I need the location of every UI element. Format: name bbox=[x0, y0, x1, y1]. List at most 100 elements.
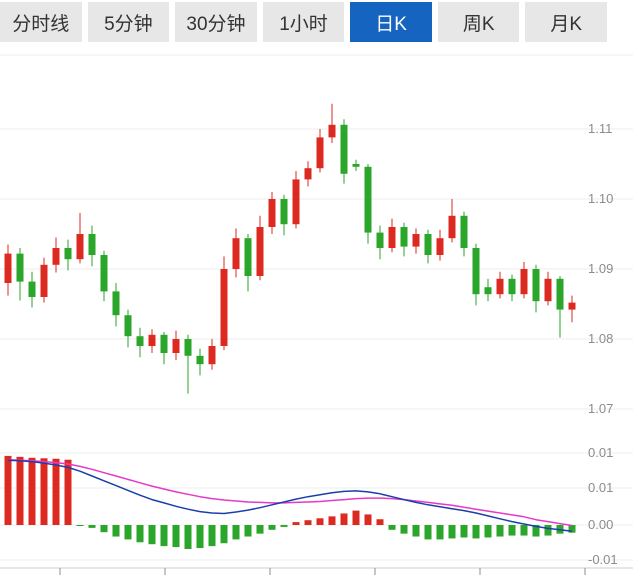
macd-hist-bar bbox=[160, 525, 168, 547]
macd-hist-bar bbox=[16, 456, 24, 525]
candle-body bbox=[16, 253, 24, 282]
candle-body bbox=[244, 238, 252, 276]
candle-body bbox=[556, 278, 564, 310]
macd-hist-bar bbox=[220, 525, 228, 544]
macd-hist-bar bbox=[532, 525, 540, 537]
price-tick-label: 1.07 bbox=[588, 401, 613, 416]
macd-hist-bar bbox=[76, 525, 84, 526]
macd-hist-bar bbox=[364, 514, 372, 525]
candle-body bbox=[208, 346, 216, 365]
macd-hist-bar bbox=[232, 525, 240, 540]
candle-body bbox=[304, 168, 312, 180]
candle-body bbox=[364, 166, 372, 233]
candle-body bbox=[352, 164, 360, 167]
tab-weekly-k[interactable]: 周K bbox=[437, 2, 520, 42]
candle-body bbox=[172, 339, 180, 353]
candle-body bbox=[148, 334, 156, 346]
macd-hist-bar bbox=[424, 525, 432, 540]
candle-body bbox=[484, 287, 492, 295]
macd-hist-bar bbox=[256, 525, 264, 534]
candle-body bbox=[328, 124, 336, 138]
candle-body bbox=[136, 336, 144, 346]
tab-1hour[interactable]: 1小时 bbox=[262, 2, 345, 42]
price-tick-label: 1.09 bbox=[588, 261, 613, 276]
tab-30min[interactable]: 30分钟 bbox=[175, 2, 257, 42]
macd-hist-bar bbox=[568, 525, 576, 533]
candle-body bbox=[568, 302, 576, 310]
macd-hist-bar bbox=[484, 525, 492, 538]
macd-pane bbox=[4, 455, 576, 549]
candle-body bbox=[76, 234, 84, 260]
candle-body bbox=[508, 278, 516, 295]
candle-body bbox=[232, 238, 240, 269]
macd-hist-bar bbox=[52, 458, 60, 525]
macd-hist-bar bbox=[244, 525, 252, 537]
candle-body bbox=[412, 234, 420, 247]
macd-hist-bar bbox=[340, 513, 348, 525]
macd-dif-line bbox=[7, 459, 573, 532]
candle-body bbox=[124, 315, 132, 337]
price-tick-label: 1.08 bbox=[588, 331, 613, 346]
macd-tick-label: 0.01 bbox=[588, 480, 613, 495]
candle-body bbox=[256, 227, 264, 276]
gridlines bbox=[0, 54, 633, 561]
macd-hist-bar bbox=[436, 525, 444, 540]
candle-body bbox=[268, 199, 276, 227]
macd-hist-bar bbox=[520, 525, 528, 536]
macd-hist-bar bbox=[412, 525, 420, 537]
candle-body bbox=[220, 269, 228, 346]
price-tick-label: 1.11 bbox=[588, 121, 612, 136]
macd-hist-bar bbox=[268, 525, 276, 530]
macd-hist-bar bbox=[292, 522, 300, 525]
macd-hist-bar bbox=[328, 516, 336, 525]
macd-hist-bar bbox=[40, 458, 48, 525]
tab-monthly-k[interactable]: 月K bbox=[525, 2, 608, 42]
macd-hist-bar bbox=[496, 525, 504, 537]
candle-body bbox=[316, 137, 324, 169]
candle-body bbox=[4, 253, 12, 283]
candle-body bbox=[448, 215, 456, 239]
macd-dea-line bbox=[7, 458, 573, 527]
candle-body bbox=[88, 234, 96, 255]
candle-body bbox=[160, 334, 168, 353]
macd-hist-bar bbox=[208, 525, 216, 547]
macd-hist-bar bbox=[508, 525, 516, 536]
macd-hist-bar bbox=[352, 510, 360, 525]
candle-body bbox=[520, 269, 528, 295]
candle-body bbox=[388, 227, 396, 248]
macd-hist-bar bbox=[544, 525, 552, 536]
macd-hist-bar bbox=[136, 525, 144, 543]
candle-body bbox=[424, 234, 432, 255]
macd-hist-bar bbox=[112, 525, 120, 537]
candle-body bbox=[100, 255, 108, 292]
macd-hist-bar bbox=[184, 525, 192, 549]
candle-body bbox=[472, 248, 480, 295]
candle-body bbox=[376, 232, 384, 248]
macd-hist-bar bbox=[448, 525, 456, 539]
macd-hist-bar bbox=[28, 457, 36, 525]
candle-body bbox=[400, 227, 408, 247]
tab-time-line[interactable]: 分时线 bbox=[0, 2, 82, 42]
macd-hist-bar bbox=[4, 455, 12, 525]
candle-body bbox=[532, 269, 540, 302]
macd-hist-bar bbox=[100, 525, 108, 533]
candle-body bbox=[112, 291, 120, 316]
macd-hist-bar bbox=[460, 525, 468, 538]
axis-labels: 1.11 1.10 1.09 1.08 1.07 0.01 0.01 0.00 -0.01 bbox=[0, 121, 633, 575]
candle-body bbox=[28, 281, 36, 297]
tab-daily-k[interactable]: 日K bbox=[350, 2, 432, 42]
candle-body bbox=[184, 339, 192, 356]
macd-tick-label: 0.01 bbox=[588, 445, 613, 460]
macd-hist-bar bbox=[472, 525, 480, 539]
macd-hist-bar bbox=[280, 525, 288, 527]
candle-body bbox=[280, 199, 288, 225]
chart-canvas: 1.11 1.10 1.09 1.08 1.07 0.01 0.01 0.00 -0.01 bbox=[0, 54, 633, 575]
candle-body bbox=[496, 278, 504, 295]
price-pane bbox=[4, 103, 576, 394]
macd-hist-bar bbox=[196, 525, 204, 549]
timeframe-tabbar: 分时线 5分钟 30分钟 1小时 日K 周K 月K bbox=[0, 0, 633, 46]
tab-5min[interactable]: 5分钟 bbox=[87, 2, 170, 42]
candle-body bbox=[196, 355, 204, 365]
macd-hist-bar bbox=[316, 518, 324, 525]
price-tick-label: 1.10 bbox=[588, 191, 613, 206]
